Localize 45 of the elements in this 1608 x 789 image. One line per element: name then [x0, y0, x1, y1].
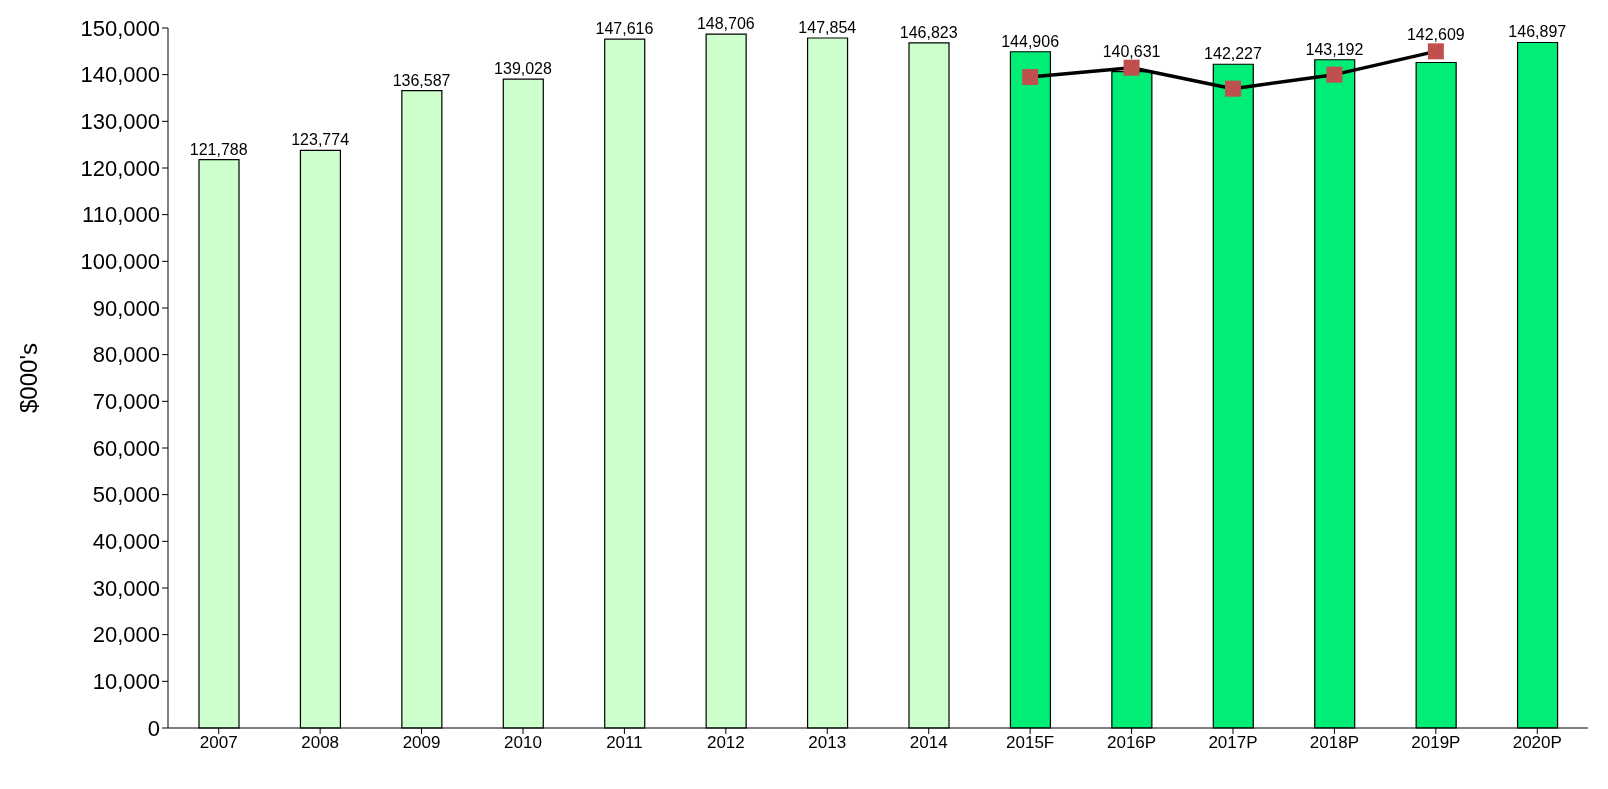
- y-tick-label: 100,000: [80, 249, 160, 275]
- y-tick-label: 120,000: [80, 155, 160, 181]
- x-tick-label: 2013: [808, 733, 847, 753]
- data-label: 147,854: [798, 19, 857, 37]
- y-tick-label: 70,000: [92, 389, 160, 415]
- x-tick-label: 2016P: [1106, 733, 1157, 753]
- x-tick-label: 2020P: [1512, 733, 1562, 753]
- data-label: 136,587: [392, 71, 451, 89]
- data-label: 140,631: [1102, 42, 1161, 60]
- x-tick-label: 2014: [909, 733, 948, 753]
- y-tick-label: 10,000: [92, 669, 160, 695]
- y-tick-label: 0: [147, 715, 160, 741]
- data-label: 139,028: [494, 60, 553, 78]
- y-tick-label: 60,000: [92, 435, 160, 461]
- data-label: 143,192: [1305, 40, 1364, 58]
- y-tick-label: 130,000: [80, 109, 160, 135]
- y-tick-label: 90,000: [92, 295, 160, 321]
- x-tick-label: 2017P: [1208, 733, 1258, 753]
- data-label: 146,897: [1508, 23, 1567, 41]
- data-label: 148,706: [696, 15, 755, 33]
- y-tick-label: 140,000: [80, 62, 160, 88]
- x-tick-label: 2011: [606, 733, 643, 753]
- data-label: 142,227: [1204, 45, 1263, 63]
- x-tick-label: 2018P: [1309, 733, 1360, 753]
- data-label: 144,906: [1001, 32, 1060, 50]
- y-tick-label: 30,000: [92, 575, 160, 601]
- x-tick-label: 2012: [706, 733, 745, 753]
- y-tick-label: 20,000: [92, 622, 160, 648]
- data-label: 147,616: [595, 20, 654, 38]
- y-tick-label: 50,000: [92, 482, 160, 508]
- x-tick-label: 2010: [504, 733, 542, 753]
- y-axis-title: $000's: [14, 343, 42, 413]
- data-label: 146,823: [899, 23, 958, 41]
- x-tick-label: 2019P: [1411, 733, 1461, 753]
- data-label: 123,774: [291, 131, 350, 149]
- y-tick-label: 150,000: [80, 15, 160, 41]
- x-tick-label: 2008: [301, 733, 340, 753]
- x-tick-label: 2007: [199, 733, 238, 753]
- y-tick-label: 110,000: [82, 202, 160, 228]
- data-label: 142,609: [1406, 26, 1465, 44]
- y-tick-label: 40,000: [92, 529, 160, 555]
- x-tick-label: 2015F: [1006, 733, 1055, 753]
- x-tick-label: 2009: [402, 733, 441, 753]
- data-label: 121,788: [189, 140, 248, 158]
- y-tick-label: 80,000: [92, 342, 160, 368]
